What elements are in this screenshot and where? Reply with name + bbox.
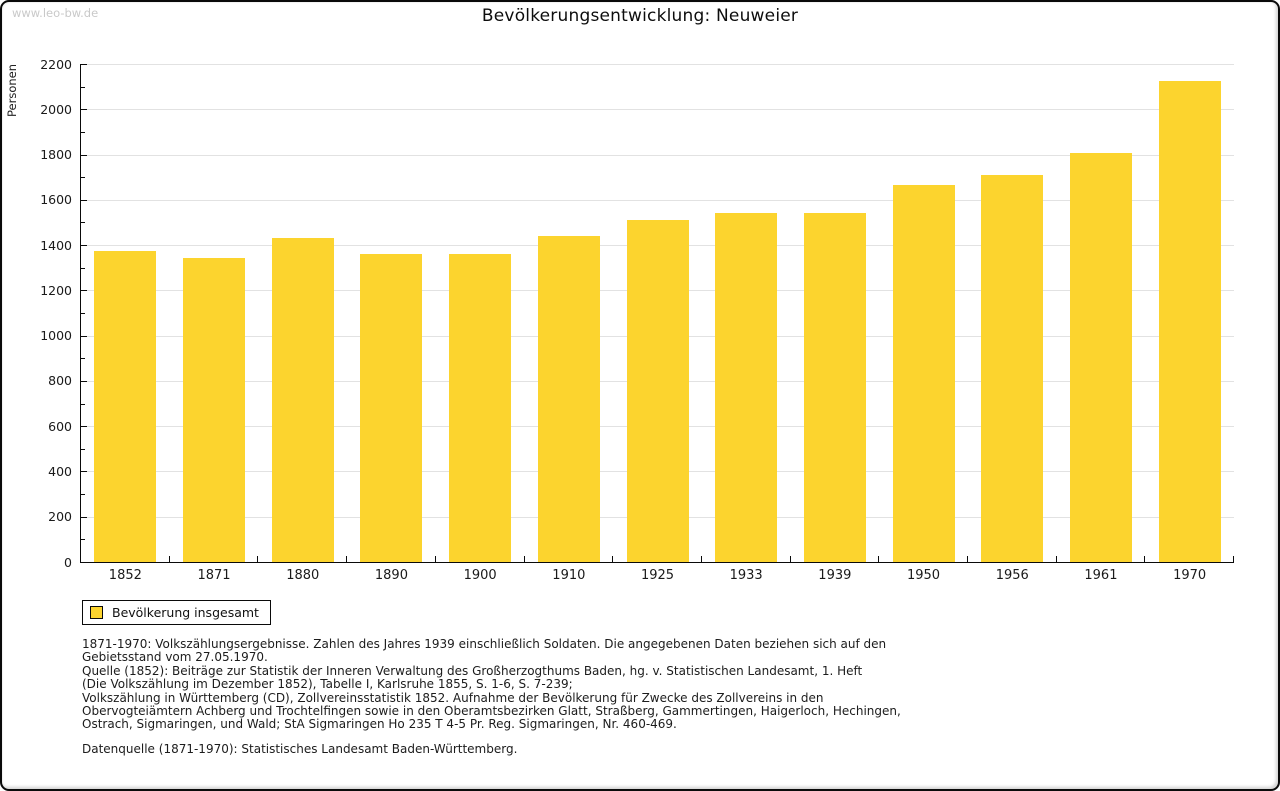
x-tick-label-1950: 1950 [906, 568, 941, 583]
x-tick-8 [789, 556, 791, 562]
x-tick-2 [257, 556, 259, 562]
bar-1970 [1158, 81, 1221, 562]
y-minor-tick-1100 [81, 313, 85, 314]
x-tick-label-1910: 1910 [552, 568, 586, 583]
x-tick-label-1890: 1890 [374, 568, 408, 583]
x-tick-13 [1233, 556, 1234, 562]
y-major-tick-0 [81, 562, 87, 563]
x-tick-4 [434, 556, 436, 562]
y-minor-tick-1300 [81, 267, 85, 269]
y-tick-label-1000: 1000 [40, 328, 72, 344]
gridline-2000 [81, 109, 1234, 111]
bar-1950 [892, 185, 955, 562]
y-minor-tick-1500 [81, 222, 85, 224]
y-major-tick-1000 [81, 335, 87, 337]
bar-1880 [271, 238, 334, 562]
y-minor-tick-2100 [81, 86, 85, 88]
x-tick-label-1880: 1880 [286, 568, 320, 583]
y-minor-tick-700 [81, 403, 85, 405]
gridline-1600 [81, 199, 1234, 201]
watermark: www.leo-bw.de [12, 6, 99, 20]
y-major-tick-800 [81, 380, 87, 382]
y-tick-label-2000: 2000 [40, 101, 72, 117]
y-major-tick-2200 [81, 64, 87, 65]
x-tick-9 [878, 556, 880, 562]
y-tick-label-1800: 1800 [40, 147, 72, 163]
footnote-line: 1871-1970: Volkszählungsergebnisse. Zahl… [82, 637, 887, 651]
bar-1939 [803, 213, 866, 562]
y-major-tick-600 [81, 426, 87, 428]
y-tick-label-0: 0 [64, 554, 72, 570]
bar-1956 [981, 175, 1044, 562]
y-major-tick-1600 [81, 199, 87, 201]
x-tick-label-1939: 1939 [818, 568, 852, 583]
legend: Bevölkerung insgesamt [82, 600, 271, 625]
x-tick-label-1970: 1970 [1173, 568, 1207, 583]
x-tick-label-1956: 1956 [995, 568, 1029, 583]
x-tick-label-1900: 1900 [463, 568, 497, 583]
footnote-line: Quelle (1852): Beiträge zur Statistik de… [82, 663, 863, 678]
bar-1871 [183, 258, 245, 562]
x-tick-label-1925: 1925 [640, 568, 675, 583]
y-major-tick-1200 [81, 290, 87, 292]
legend-label: Bevölkerung insgesamt [112, 605, 259, 620]
x-tick-7 [700, 556, 702, 562]
x-tick-12 [1144, 556, 1146, 562]
y-major-tick-1800 [81, 154, 87, 156]
x-tick-1 [168, 556, 170, 562]
chart-title: Bevölkerungsentwicklung: Neuweier [481, 6, 799, 26]
x-tick-label-1871: 1871 [197, 568, 231, 583]
y-tick-label-200: 200 [48, 509, 72, 525]
bar-1910 [537, 236, 600, 562]
legend-swatch-icon [90, 606, 103, 619]
y-major-tick-1400 [81, 245, 87, 247]
y-minor-tick-900 [81, 358, 85, 360]
y-minor-tick-100 [81, 539, 85, 541]
bar-1852 [94, 251, 157, 562]
y-tick-label-600: 600 [48, 418, 72, 434]
y-minor-tick-1900 [81, 131, 85, 133]
gridline-1800 [81, 154, 1234, 156]
y-major-tick-2000 [81, 109, 87, 111]
y-tick-label-2200: 2200 [40, 56, 72, 72]
x-tick-label-1852: 1852 [108, 568, 142, 583]
datasource-line: Datenquelle (1871-1970): Statistisches L… [82, 742, 518, 756]
footnote-line: Gebietsstand vom 27.05.1970. [82, 650, 268, 665]
y-minor-tick-300 [81, 494, 85, 496]
footnote-line: Volkszählung in Württemberg (CD), Zollve… [82, 690, 824, 705]
x-tick-10 [966, 556, 968, 562]
y-tick-label-1200: 1200 [40, 282, 72, 298]
x-axis-line [80, 562, 1234, 563]
footnote-line: Ostrach, Sigmaringen, und Wald; StA Sigm… [82, 717, 677, 732]
bar-1933 [715, 213, 778, 562]
y-minor-tick-1700 [81, 177, 85, 179]
y-axis-line [80, 64, 81, 563]
y-minor-tick-500 [81, 448, 85, 450]
bar-1961 [1070, 153, 1132, 562]
y-tick-label-800: 800 [48, 373, 72, 389]
bar-1890 [360, 254, 423, 562]
y-tick-label-400: 400 [48, 463, 72, 479]
x-tick-label-1961: 1961 [1084, 568, 1118, 583]
x-tick-11 [1055, 556, 1057, 562]
bar-1900 [449, 254, 512, 562]
y-major-tick-200 [81, 516, 87, 518]
source-footnote: 1871-1970: Volkszählungsergebnisse. Zahl… [82, 637, 901, 732]
x-tick-5 [523, 556, 525, 562]
gridline-2200 [81, 64, 1234, 65]
footnote-line: (Die Volkszählung im Dezember 1852), Tab… [82, 677, 573, 692]
y-tick-label-1600: 1600 [40, 192, 72, 208]
x-tick-label-1933: 1933 [729, 568, 763, 583]
x-tick-6 [612, 556, 614, 562]
footnote-line: Obervogteiämtern Achberg und Trochtelfin… [82, 704, 901, 719]
y-tick-label-1400: 1400 [40, 237, 72, 253]
bar-1925 [626, 220, 689, 562]
x-tick-3 [346, 556, 348, 562]
y-major-tick-400 [81, 471, 87, 473]
